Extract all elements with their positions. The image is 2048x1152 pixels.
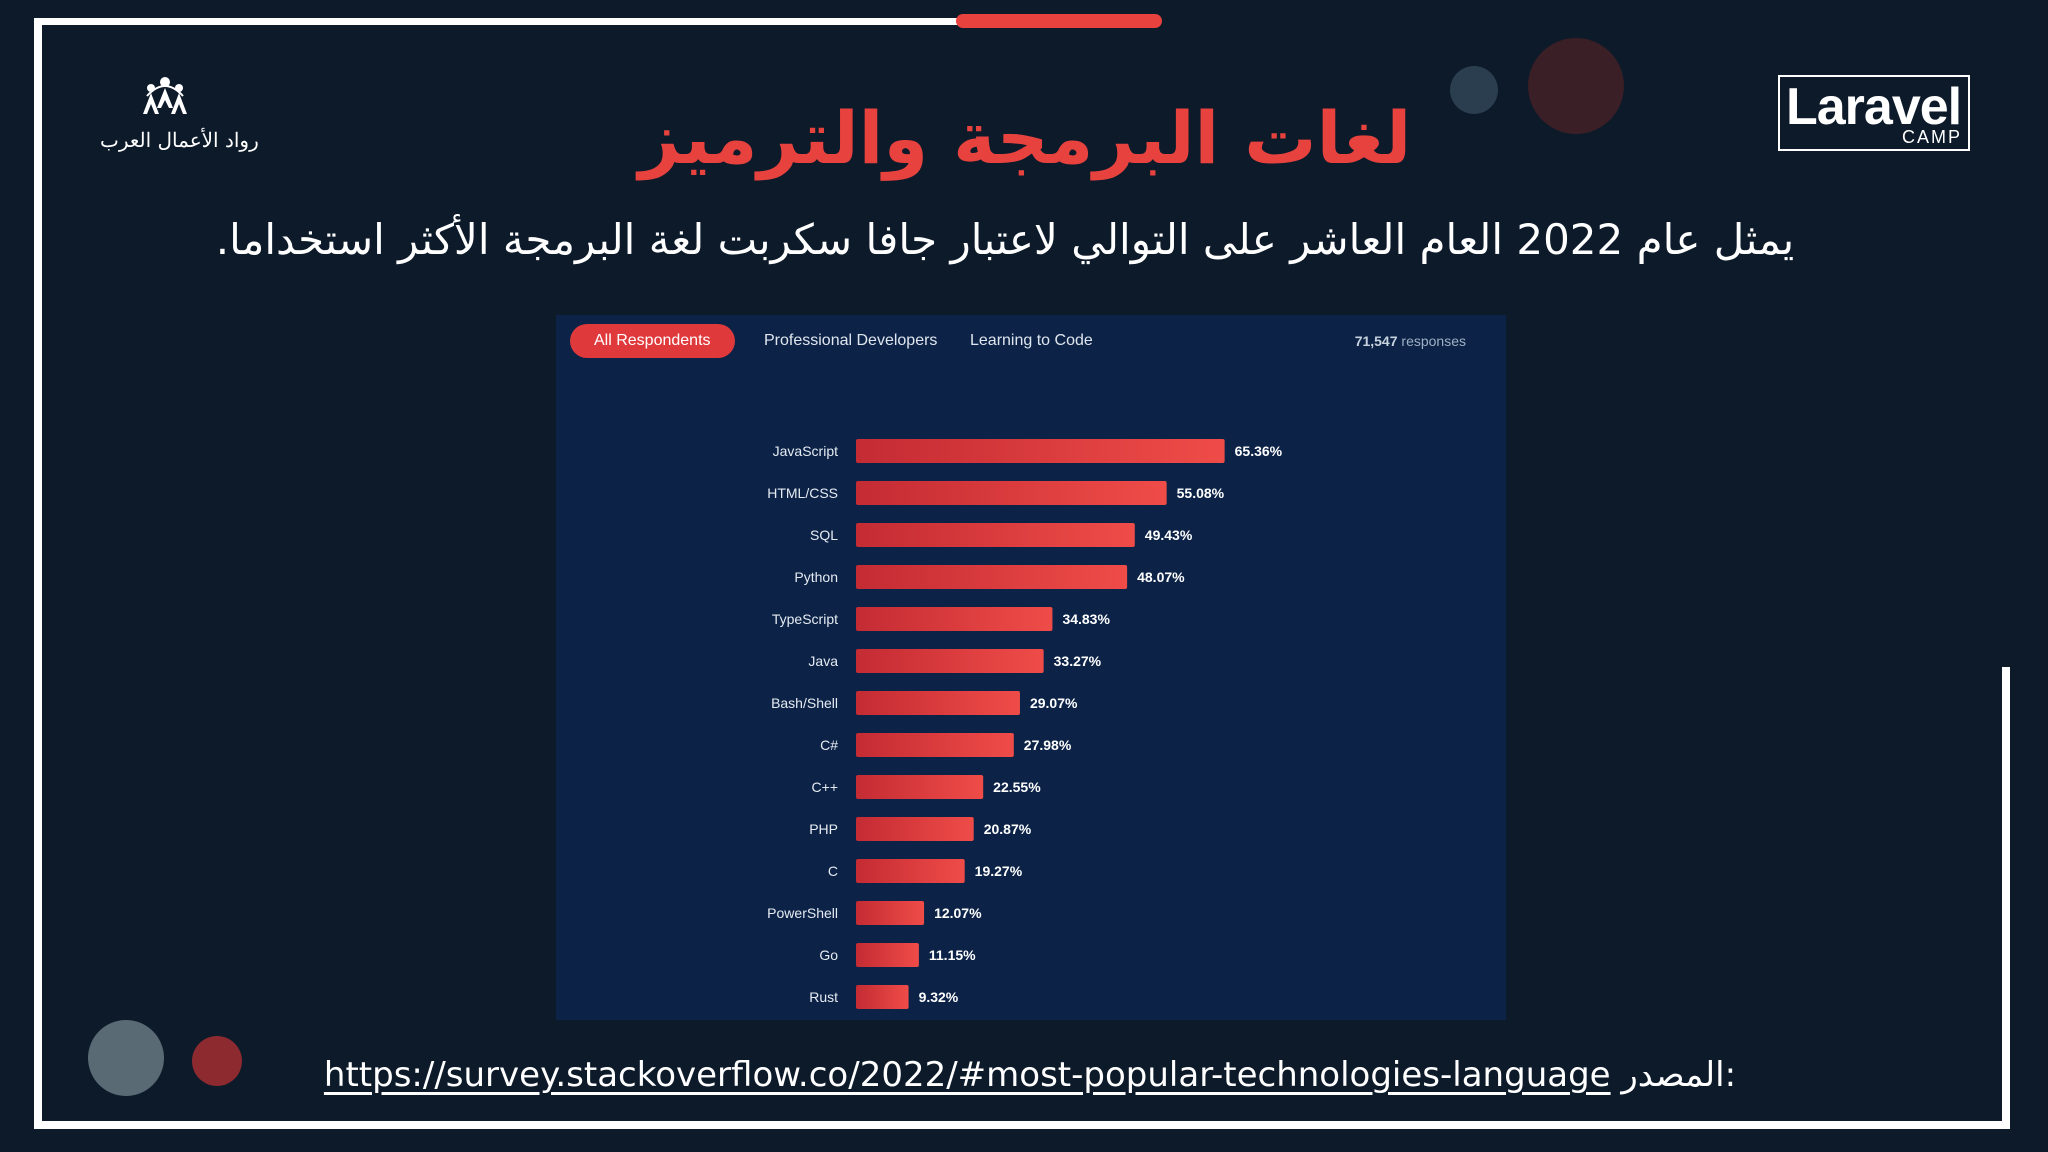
decorative-circle — [192, 1036, 242, 1086]
decorative-circle — [88, 1020, 164, 1096]
laravel-camp-logo: Laravel CAMP — [1778, 75, 1970, 151]
category-label: Rust — [809, 989, 838, 1005]
category-label: PowerShell — [767, 905, 838, 921]
frame-top-border — [34, 18, 964, 25]
arab-entrepreneurs-logo: رواد الأعمال العرب — [100, 74, 259, 170]
value-label: 55.08% — [1177, 485, 1225, 501]
frame-bottom-border — [34, 1121, 2010, 1129]
frame-left-border — [34, 18, 42, 1128]
bar — [856, 481, 1167, 505]
source-line: https://survey.stackoverflow.co/2022/#mo… — [300, 1050, 1760, 1100]
category-label: TypeScript — [772, 611, 838, 627]
responses-label: responses — [1401, 333, 1466, 349]
category-label: C# — [820, 737, 838, 753]
category-label: Java — [808, 653, 838, 669]
value-label: 22.55% — [993, 779, 1041, 795]
source-label: المصدر: — [1621, 1055, 1737, 1095]
bar — [856, 523, 1135, 547]
category-label: C — [828, 863, 838, 879]
logo-left-text: رواد الأعمال العرب — [100, 128, 259, 152]
value-label: 48.07% — [1137, 569, 1185, 585]
bar — [856, 607, 1053, 631]
value-label: 11.15% — [929, 947, 976, 963]
category-label: PHP — [809, 821, 838, 837]
value-label: 12.07% — [934, 905, 982, 921]
decorative-circle — [1528, 38, 1624, 134]
chart-panel: All Respondents Professional Developers … — [556, 315, 1506, 1020]
people-emblem-icon — [143, 77, 187, 114]
value-label: 20.87% — [984, 821, 1032, 837]
category-label: HTML/CSS — [767, 485, 838, 501]
category-label: JavaScript — [773, 443, 838, 459]
value-label: 33.27% — [1054, 653, 1102, 669]
bar — [856, 859, 965, 883]
page-subtitle: يمثل عام 2022 العام العاشر على التوالي ل… — [215, 215, 1795, 264]
page-title: لغات البرمجة والترميز — [638, 96, 1412, 180]
decorative-circle — [1450, 66, 1498, 114]
bar — [856, 649, 1044, 673]
tab-all-respondents[interactable]: All Respondents — [570, 324, 735, 358]
category-label: Python — [794, 569, 838, 585]
bar — [856, 817, 974, 841]
tab-professional-developers[interactable]: Professional Developers — [764, 332, 938, 349]
bar — [856, 439, 1225, 463]
logo-right-main: Laravel — [1786, 78, 1962, 136]
bar — [856, 775, 984, 799]
bar — [856, 985, 909, 1009]
frame-right-border — [2002, 667, 2010, 1129]
source-link[interactable]: https://survey.stackoverflow.co/2022/#mo… — [323, 1055, 1611, 1095]
category-label: Go — [819, 947, 838, 963]
category-label: Bash/Shell — [771, 695, 838, 711]
value-label: 9.32% — [919, 989, 959, 1005]
bar — [856, 943, 919, 967]
responses-number: 71,547 — [1354, 333, 1398, 349]
accent-bar — [956, 14, 1162, 28]
value-label: 49.43% — [1145, 527, 1193, 543]
category-label: SQL — [810, 527, 838, 543]
value-label: 27.98% — [1024, 737, 1072, 753]
tab-learning-to-code[interactable]: Learning to Code — [970, 332, 1093, 349]
value-label: 65.36% — [1235, 443, 1283, 459]
bar — [856, 691, 1020, 715]
bar — [856, 733, 1014, 757]
bar — [856, 565, 1128, 589]
bar-chart: JavaScript 65.36% HTML/CSS 55.08% SQL 49.43% P… — [767, 439, 1283, 1009]
responses-count: 71,547 responses — [1355, 324, 1466, 358]
value-label: 29.07% — [1030, 695, 1078, 711]
category-label: C++ — [812, 779, 838, 795]
bar — [856, 901, 925, 925]
logo-right-sub: CAMP — [1901, 127, 1962, 147]
value-label: 19.27% — [975, 863, 1023, 879]
value-label: 34.83% — [1062, 611, 1110, 627]
